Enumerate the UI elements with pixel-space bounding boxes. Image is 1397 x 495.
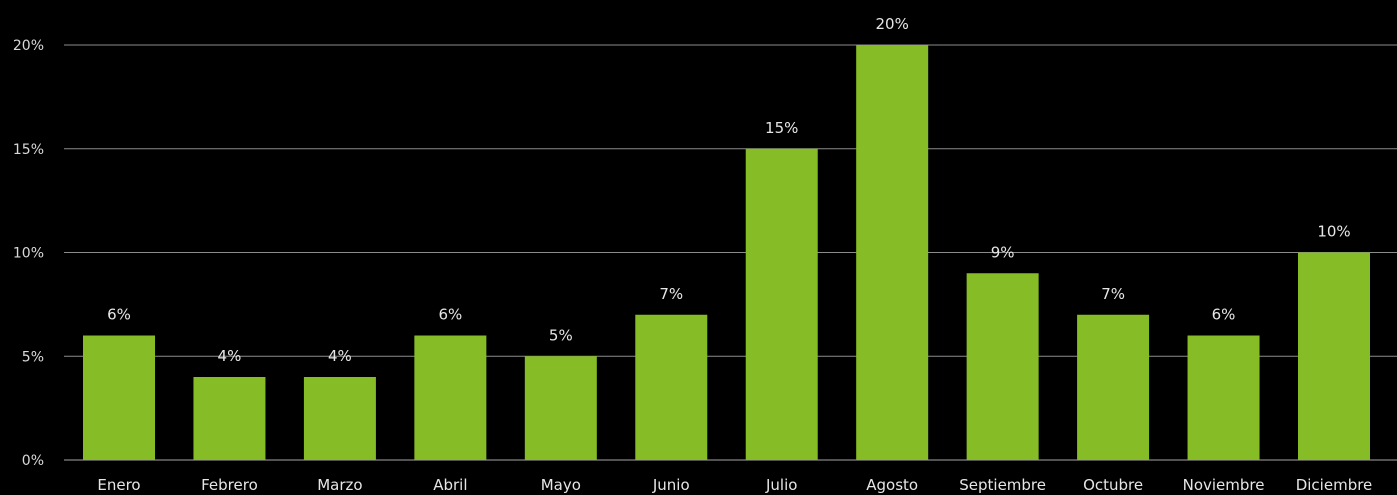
x-tick-label-junio: Junio: [652, 476, 690, 494]
x-tick-label-agosto: Agosto: [866, 476, 918, 494]
data-label-julio: 15%: [765, 119, 798, 137]
data-label-junio: 7%: [659, 285, 683, 303]
data-label-marzo: 4%: [328, 347, 352, 365]
bar-agosto: [856, 45, 929, 460]
x-tick-label-diciembre: Diciembre: [1296, 476, 1373, 494]
data-labels: 6% 4% 4% 6% 5% 7% 15% 20% 9% 7% 6% 10%: [107, 15, 1351, 365]
x-tick-label-septiembre: Septiembre: [959, 476, 1046, 494]
grid-lines: [64, 44, 1397, 461]
x-tick-label-octubre: Octubre: [1083, 476, 1143, 494]
data-label-diciembre: 10%: [1317, 223, 1350, 241]
data-label-abril: 6%: [438, 306, 462, 324]
bar-noviembre: [1187, 335, 1260, 460]
axes: 0% 5% 10% 15% 20% Enero Febrero Marzo Abril Mayo J…: [13, 38, 1372, 494]
data-label-enero: 6%: [107, 306, 131, 324]
data-label-noviembre: 6%: [1212, 306, 1236, 324]
bar-febrero: [193, 377, 266, 460]
y-tick-label: 10%: [13, 246, 44, 262]
bars: [83, 45, 1370, 460]
x-tick-label-marzo: Marzo: [317, 476, 362, 494]
x-tick-label-abril: Abril: [433, 476, 467, 494]
y-tick-label: 15%: [13, 142, 44, 158]
data-label-septiembre: 9%: [991, 243, 1015, 261]
bar-mayo: [524, 356, 597, 460]
bar-octubre: [1077, 314, 1150, 460]
y-tick-label: 5%: [22, 349, 44, 365]
x-tick-label-febrero: Febrero: [201, 476, 258, 494]
bar-septiembre: [966, 273, 1039, 460]
y-tick-label: 0%: [22, 453, 44, 469]
data-label-febrero: 4%: [218, 347, 242, 365]
y-tick-label: 20%: [13, 38, 44, 54]
x-tick-label-enero: Enero: [97, 476, 140, 494]
x-tick-label-mayo: Mayo: [541, 476, 581, 494]
bar-abril: [414, 335, 487, 460]
bar-julio: [745, 148, 818, 460]
bar-enero: [83, 335, 155, 460]
bar-diciembre: [1298, 252, 1370, 460]
bar-junio: [635, 314, 708, 460]
x-tick-label-julio: Julio: [765, 476, 797, 494]
data-label-octubre: 7%: [1101, 285, 1125, 303]
data-label-agosto: 20%: [876, 15, 909, 33]
x-tick-label-noviembre: Noviembre: [1183, 476, 1265, 494]
data-label-mayo: 5%: [549, 326, 573, 344]
bar-marzo: [303, 377, 376, 460]
